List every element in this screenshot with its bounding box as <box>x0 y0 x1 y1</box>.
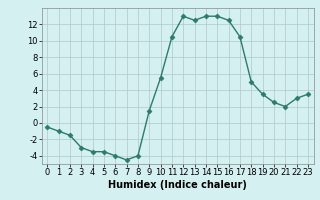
X-axis label: Humidex (Indice chaleur): Humidex (Indice chaleur) <box>108 180 247 190</box>
